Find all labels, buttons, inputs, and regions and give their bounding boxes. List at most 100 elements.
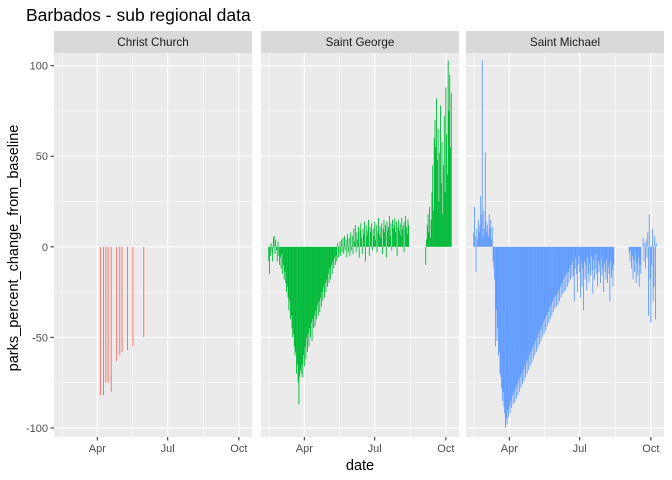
bar [527, 246, 529, 360]
bar [383, 219, 385, 247]
bar [351, 235, 353, 247]
bar [543, 246, 545, 334]
bar [553, 246, 555, 298]
bar [405, 226, 407, 247]
bar [522, 246, 524, 370]
bar [277, 241, 279, 247]
bar [639, 246, 641, 265]
bar [503, 246, 505, 407]
bar [548, 246, 550, 323]
bar [298, 246, 300, 405]
bar [337, 243, 339, 247]
bar [484, 228, 486, 247]
bar [302, 246, 304, 378]
bar [407, 219, 409, 247]
bar [475, 246, 477, 273]
bar [289, 246, 291, 302]
bar [377, 230, 379, 247]
bar [530, 246, 532, 352]
bar [554, 246, 556, 309]
facet-label: Christ Church [117, 36, 188, 49]
bar [387, 230, 389, 247]
bar [392, 219, 393, 247]
bar [381, 223, 383, 247]
bar [532, 246, 533, 349]
bar [323, 246, 325, 298]
bar [655, 246, 656, 320]
bar [310, 246, 311, 338]
bar [566, 246, 567, 274]
bar [339, 241, 341, 247]
bar [292, 246, 294, 338]
bar [500, 246, 502, 378]
bar [501, 246, 503, 401]
bar [370, 232, 372, 247]
bar [132, 246, 134, 347]
bar [445, 87, 447, 247]
bar [559, 246, 561, 302]
bar [512, 246, 514, 405]
bar [532, 246, 534, 360]
bar [567, 246, 569, 273]
bar [434, 120, 436, 247]
bar [330, 246, 332, 280]
bar [287, 246, 289, 298]
bar [282, 246, 284, 265]
bar [306, 246, 308, 352]
bar [288, 246, 290, 311]
bar [297, 246, 299, 383]
bar [525, 246, 527, 378]
bar [350, 232, 352, 247]
x-tick-label: Jul [368, 443, 382, 455]
bar [369, 226, 371, 247]
bar [638, 246, 639, 258]
bar [595, 246, 597, 255]
bar [652, 246, 654, 302]
bar [272, 246, 274, 262]
bar [588, 246, 590, 284]
bar [536, 246, 538, 338]
bar [594, 246, 596, 269]
bar [648, 246, 649, 316]
bar [603, 246, 605, 264]
bar [520, 246, 522, 389]
bar [398, 230, 400, 247]
y-axis: -100 -50 0 50 100 [26, 61, 54, 435]
bar [606, 246, 608, 260]
bar [440, 183, 442, 247]
bar [564, 246, 566, 276]
chart-title: Barbados - sub regional data [26, 5, 251, 25]
bar [443, 116, 445, 247]
bar [646, 246, 648, 258]
bar [329, 246, 331, 269]
bar [293, 246, 295, 347]
bar [539, 246, 540, 345]
bar [557, 246, 559, 305]
facet-label: Saint Michael [530, 36, 600, 49]
bar [560, 246, 562, 298]
bar [303, 246, 304, 356]
bar [522, 246, 523, 385]
bar [555, 246, 557, 296]
bar [317, 246, 318, 305]
bar [375, 225, 377, 247]
bar [477, 219, 479, 247]
bar [110, 246, 112, 392]
bar [316, 246, 318, 320]
bar [439, 105, 441, 247]
bar [300, 246, 302, 374]
bar [374, 221, 376, 247]
bar-series [473, 60, 657, 428]
bar [293, 246, 294, 334]
bar [474, 206, 475, 247]
bar [278, 246, 280, 256]
bar [276, 246, 277, 251]
bar [429, 206, 431, 247]
bar [365, 225, 367, 247]
x-tick-label: Oct [437, 443, 454, 455]
bar [635, 246, 637, 284]
bar [320, 246, 322, 307]
bar [644, 246, 646, 269]
bar [431, 192, 433, 247]
bar [561, 246, 563, 284]
